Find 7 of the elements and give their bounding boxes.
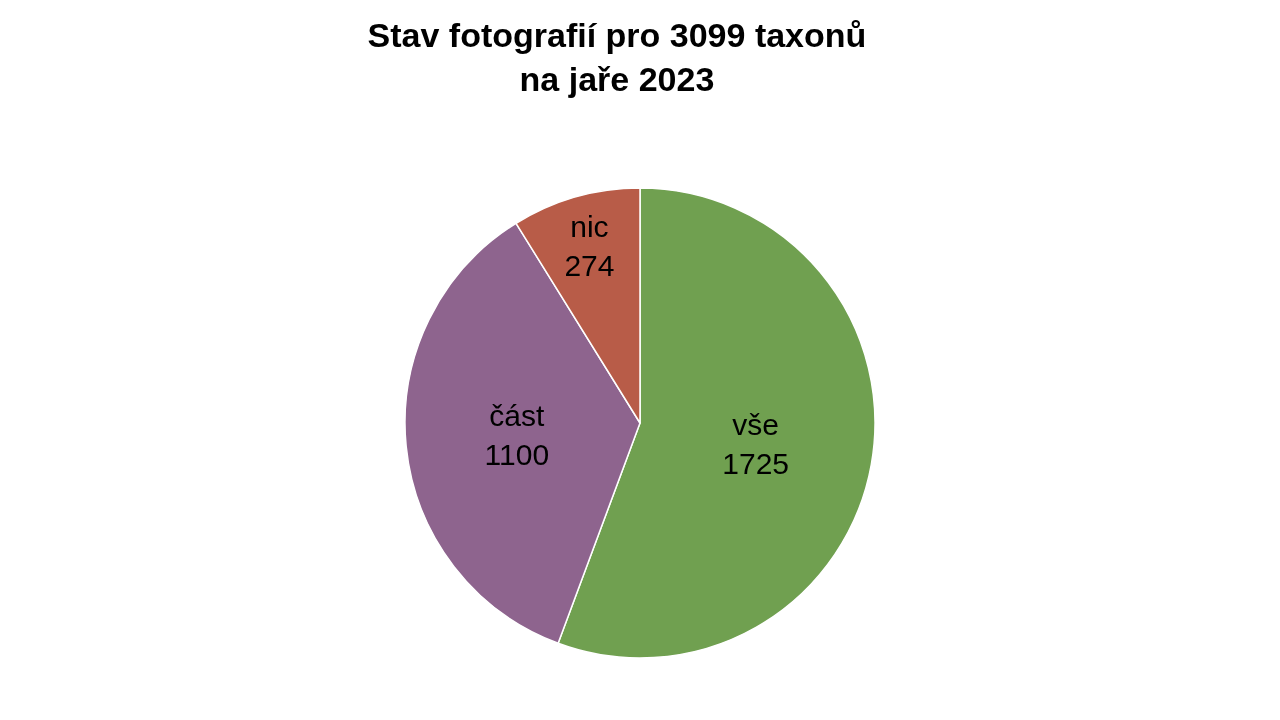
chart-title: Stav fotografií pro 3099 taxonů na jaře 2023 [367,15,867,98]
slice-label: část [489,399,545,433]
data-label: 274 [564,248,615,282]
data-label: 1725 [722,446,790,480]
slice-label: nic [570,209,609,243]
data-label: 1100 [484,438,550,472]
slice-label: vše [732,407,779,441]
